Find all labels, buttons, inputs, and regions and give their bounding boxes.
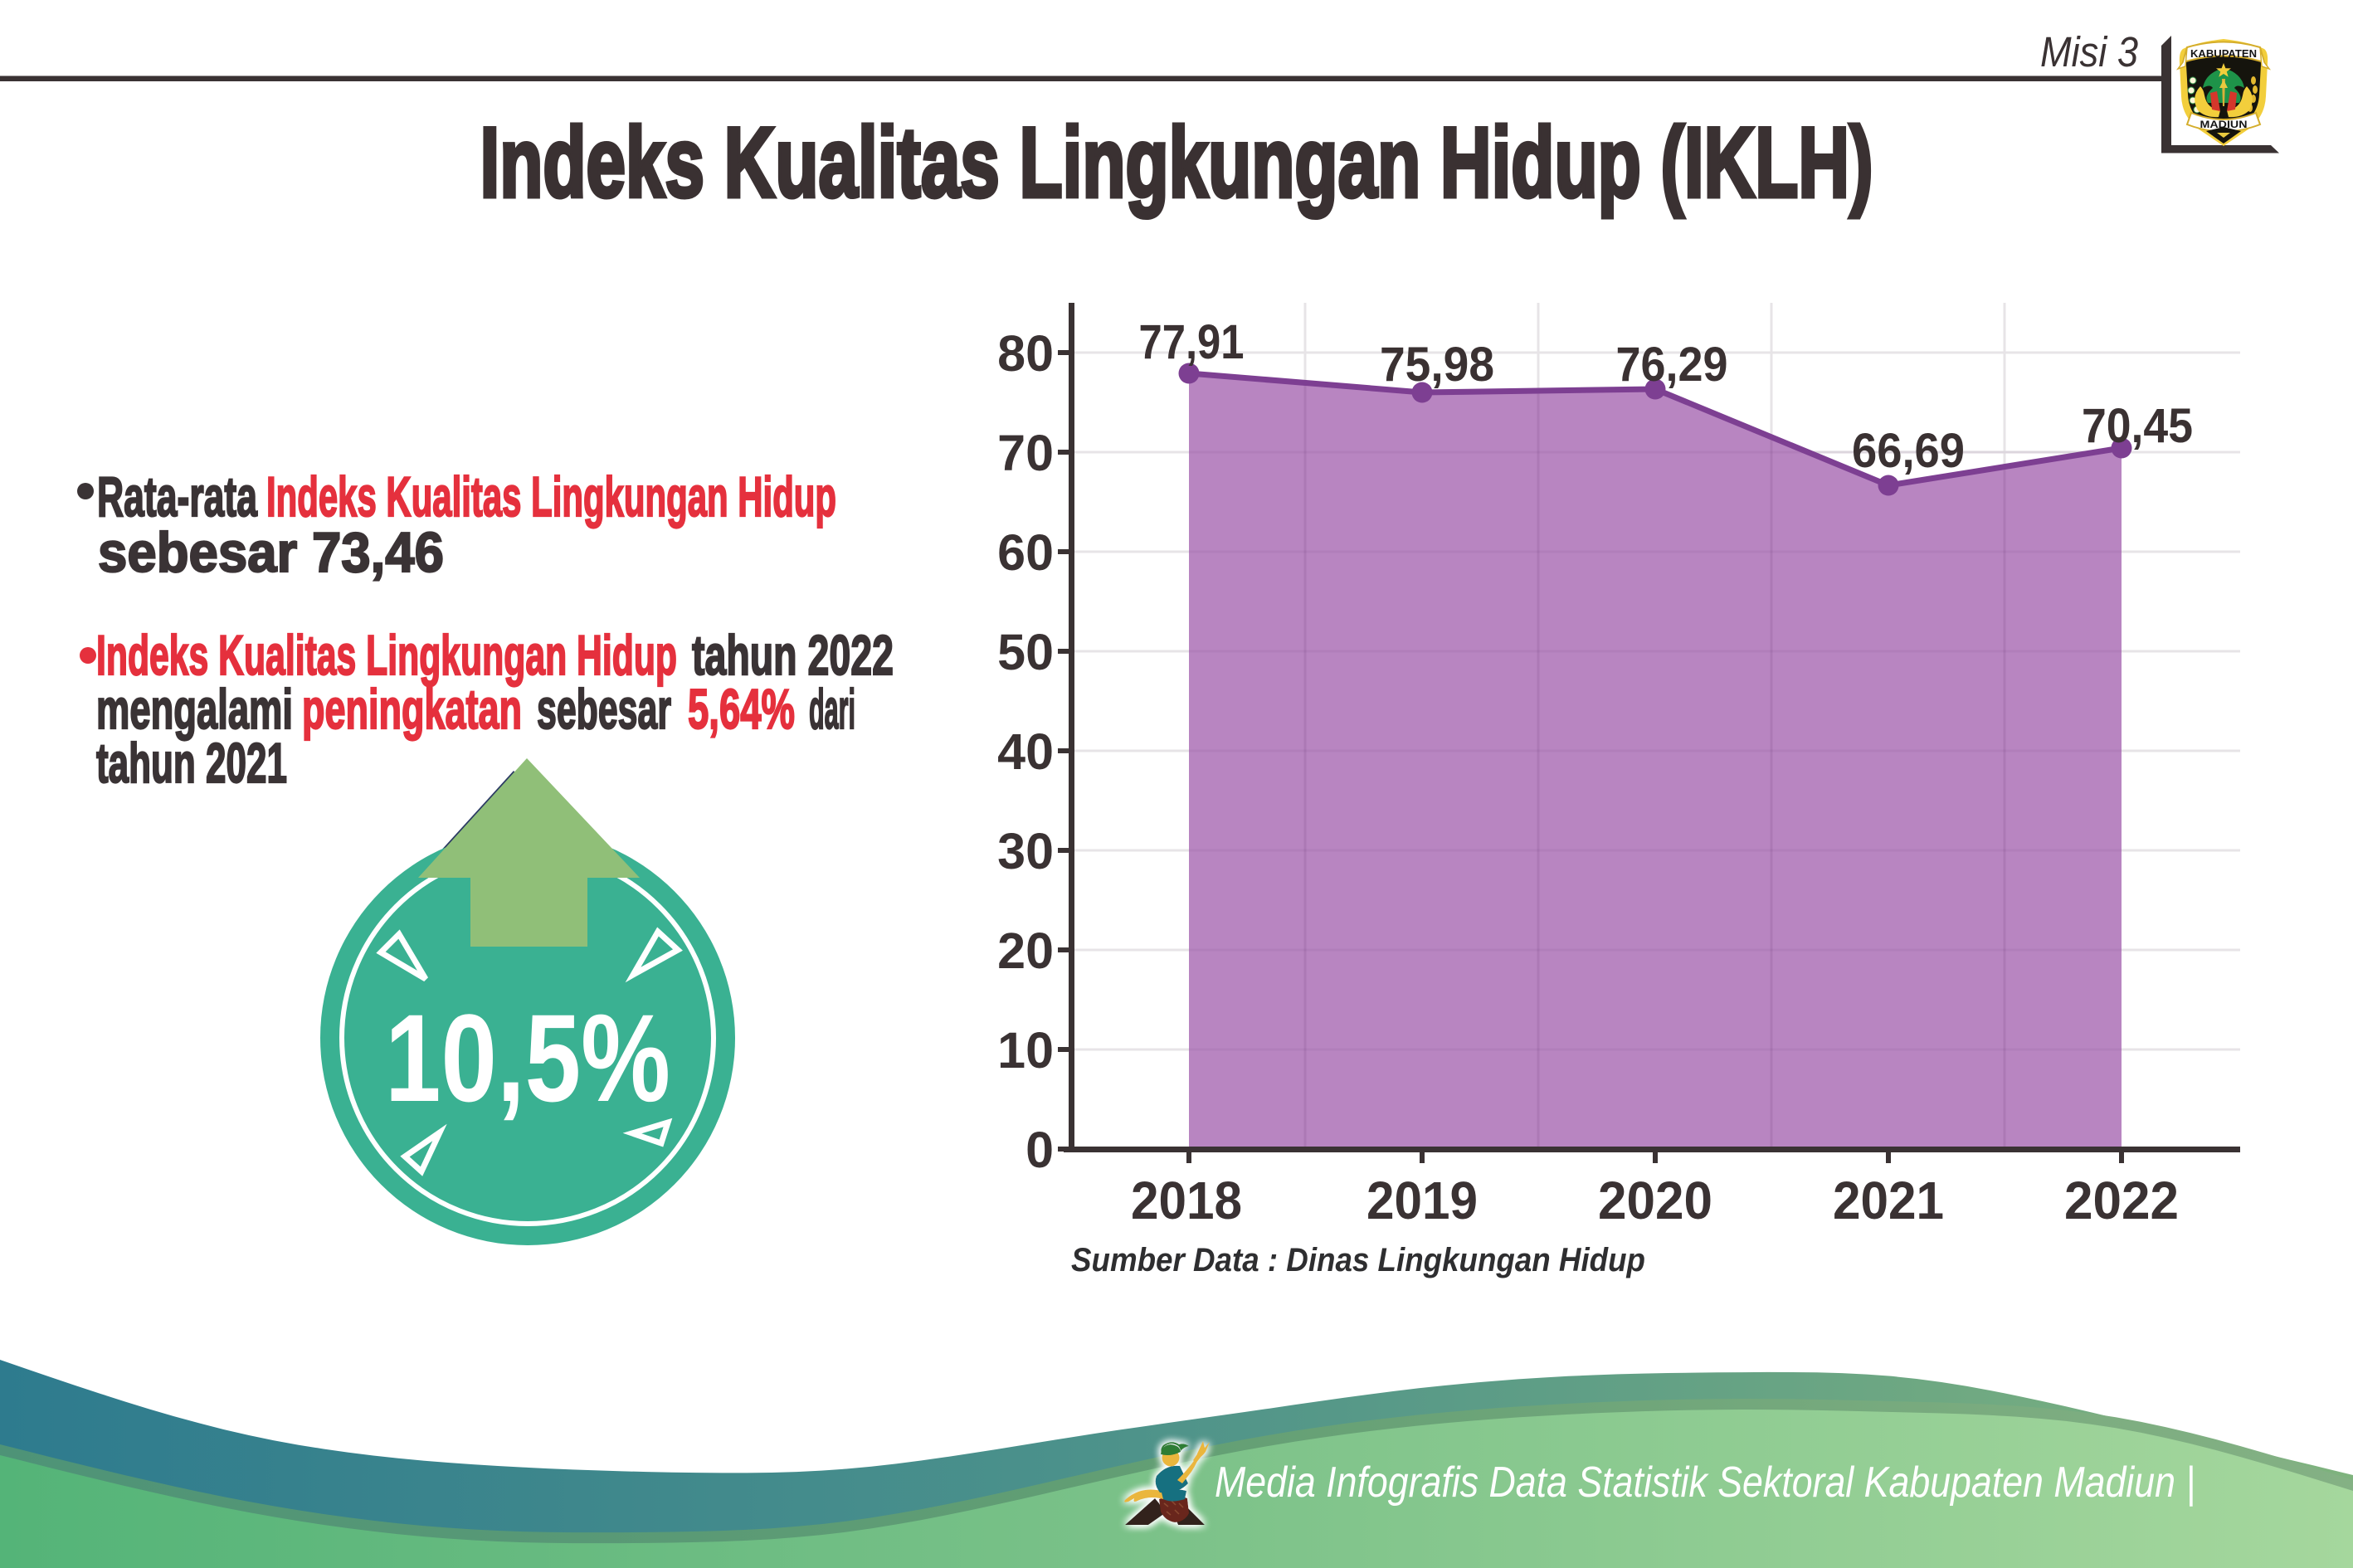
svg-text:5,64%: 5,64% — [688, 678, 795, 741]
svg-text:sebesar: sebesar — [537, 678, 671, 741]
svg-text:77,91: 77,91 — [1139, 315, 1245, 369]
svg-text:Rata-rata: Rata-rata — [97, 465, 258, 528]
svg-text:Indeks Kualitas Lingkungan Hid: Indeks Kualitas Lingkungan Hidup — [96, 624, 677, 687]
svg-text:Indeks Kualitas Lingkungan Hid: Indeks Kualitas Lingkungan Hidup (IKLH) — [480, 107, 1873, 218]
svg-text:50: 50 — [997, 624, 1054, 680]
svg-text:0: 0 — [1025, 1122, 1054, 1178]
svg-text:2018: 2018 — [1131, 1171, 1242, 1230]
svg-text:Media Infografis Data Statisti: Media Infografis Data Statistik Sektoral… — [1215, 1458, 2195, 1507]
svg-text:66,69: 66,69 — [1852, 424, 1965, 478]
svg-text:70,45: 70,45 — [2082, 399, 2193, 453]
svg-text:tahun 2022: tahun 2022 — [692, 624, 894, 687]
svg-text:mengalami: mengalami — [96, 678, 293, 741]
svg-text:20: 20 — [997, 923, 1054, 979]
svg-text:Indeks Kualitas Lingkungan Hid: Indeks Kualitas Lingkungan Hidup — [266, 465, 836, 528]
svg-text:2022: 2022 — [2064, 1171, 2179, 1230]
svg-text:80: 80 — [997, 325, 1054, 382]
svg-text:76,29: 76,29 — [1616, 338, 1728, 392]
svg-text:2021: 2021 — [1833, 1171, 1944, 1230]
svg-text:Sumber Data : Dinas Lingkungan: Sumber Data : Dinas Lingkungan Hidup — [1071, 1242, 1645, 1278]
svg-text:70: 70 — [997, 425, 1054, 481]
svg-text:10: 10 — [997, 1022, 1054, 1079]
svg-text:peningkatan: peningkatan — [302, 678, 522, 741]
svg-text:KABUPATEN: KABUPATEN — [2190, 48, 2257, 60]
svg-text:75,98: 75,98 — [1380, 338, 1494, 392]
svg-text:30: 30 — [997, 823, 1054, 879]
svg-text:tahun 2021: tahun 2021 — [96, 732, 287, 795]
svg-text:60: 60 — [997, 524, 1054, 581]
svg-text:10,5%: 10,5% — [385, 988, 670, 1127]
svg-text:sebesar 73,46: sebesar 73,46 — [98, 521, 444, 584]
svg-text:2019: 2019 — [1366, 1171, 1478, 1230]
svg-text:Misi 3: Misi 3 — [2040, 28, 2138, 75]
svg-text:dari: dari — [809, 678, 855, 741]
svg-text:2020: 2020 — [1598, 1171, 1712, 1230]
svg-text:MADIUN: MADIUN — [2200, 120, 2248, 130]
svg-text:40: 40 — [997, 723, 1054, 780]
